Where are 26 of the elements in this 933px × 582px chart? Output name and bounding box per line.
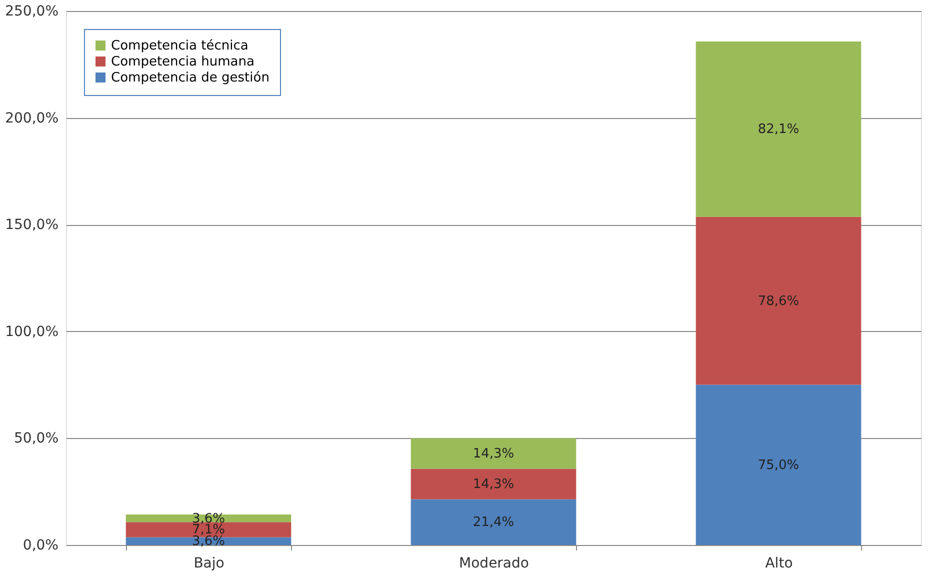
data-label: 78,6% bbox=[758, 294, 800, 309]
y-tick-label: 200,0% bbox=[5, 110, 58, 126]
data-label: 14,3% bbox=[472, 477, 514, 492]
y-tick-label: 250,0% bbox=[5, 4, 58, 20]
legend-label: Competencia de gestión bbox=[111, 70, 270, 86]
y-tick-label: 150,0% bbox=[5, 217, 58, 234]
x-tick-label: Bajo bbox=[194, 556, 224, 572]
bar bbox=[410, 499, 576, 545]
x-tick-label: Alto bbox=[765, 556, 793, 572]
data-label: 14,3% bbox=[472, 446, 514, 462]
data-label: 75,0% bbox=[758, 458, 800, 473]
x-tick-label: Moderado bbox=[459, 556, 529, 572]
data-label: 3,6% bbox=[192, 534, 226, 550]
bar bbox=[410, 438, 576, 469]
bar bbox=[696, 216, 862, 385]
y-tick-label: 50,0% bbox=[14, 430, 58, 447]
legend-label: Competencia humana bbox=[111, 54, 254, 70]
legend-label: Competencia técnica bbox=[111, 38, 248, 54]
bar bbox=[410, 468, 576, 500]
data-label: 21,4% bbox=[472, 515, 514, 530]
data-label: 82,1% bbox=[758, 122, 800, 138]
bar bbox=[126, 514, 292, 522]
y-tick-label: 0,0% bbox=[22, 538, 58, 554]
bar bbox=[696, 384, 862, 545]
y-tick-label: 100,0% bbox=[5, 324, 58, 340]
bar bbox=[696, 42, 862, 217]
